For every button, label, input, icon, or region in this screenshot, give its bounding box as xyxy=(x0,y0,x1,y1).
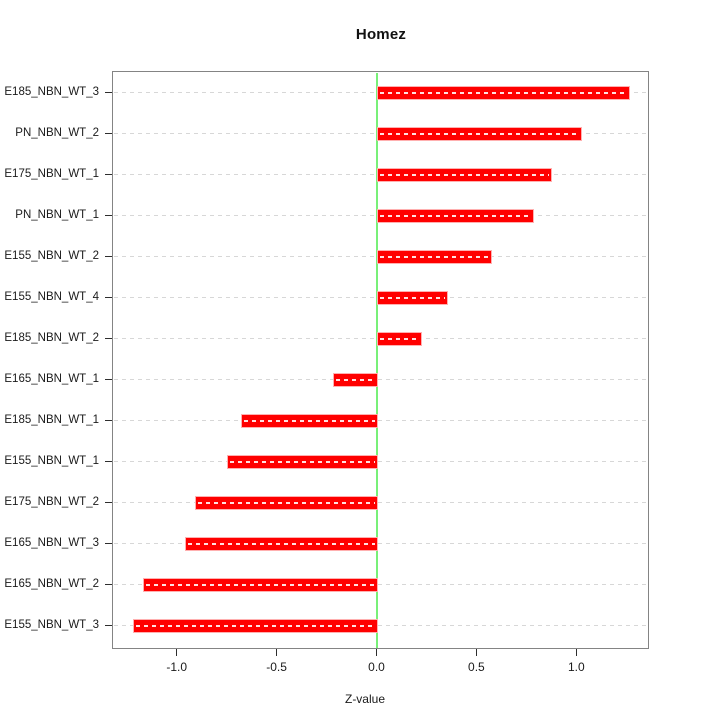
x-tick-mark xyxy=(276,649,278,656)
y-tick-mark xyxy=(105,215,112,217)
y-category-label: E175_NBN_WT_2 xyxy=(4,495,99,508)
value-bar xyxy=(376,331,423,346)
bar-inner-dash xyxy=(379,255,490,258)
row-gridline xyxy=(114,502,647,503)
bar-inner-dash xyxy=(243,419,376,422)
y-category-label: E185_NBN_WT_3 xyxy=(4,85,99,98)
y-tick-mark xyxy=(105,502,112,504)
bar-inner-dash xyxy=(335,378,376,381)
chart-title: Homez xyxy=(355,26,407,43)
bar-inner-dash xyxy=(379,173,550,176)
y-tick-mark xyxy=(105,379,112,381)
value-bar xyxy=(376,249,493,264)
value-bar xyxy=(376,167,553,182)
y-tick-mark xyxy=(105,338,112,340)
bar-inner-dash xyxy=(379,296,446,299)
x-tick-label: -0.5 xyxy=(266,660,287,674)
y-tick-mark xyxy=(105,625,112,627)
bar-inner-dash xyxy=(379,132,580,135)
x-tick-mark xyxy=(375,649,378,656)
bar-inner-dash xyxy=(229,460,376,463)
y-category-label: E185_NBN_WT_2 xyxy=(4,331,99,344)
value-bar xyxy=(240,413,379,428)
y-category-label: E155_NBN_WT_2 xyxy=(4,249,99,262)
y-category-label: E155_NBN_WT_3 xyxy=(4,618,99,631)
y-category-label: PN_NBN_WT_2 xyxy=(15,126,99,139)
value-bar xyxy=(132,618,379,633)
y-category-label: E165_NBN_WT_3 xyxy=(4,536,99,549)
value-bar xyxy=(142,577,379,592)
value-bar xyxy=(376,85,631,100)
y-category-label: E175_NBN_WT_1 xyxy=(4,167,99,180)
bar-inner-dash xyxy=(379,337,420,340)
row-gridline xyxy=(114,379,647,380)
bar-inner-dash xyxy=(145,583,376,586)
y-tick-mark xyxy=(105,174,112,176)
y-tick-mark xyxy=(105,256,112,258)
x-tick-mark xyxy=(475,649,477,656)
value-bar xyxy=(226,454,379,469)
x-tick-label: -1.0 xyxy=(166,660,188,674)
row-gridline xyxy=(114,420,647,421)
zero-line xyxy=(375,72,378,648)
value-bar xyxy=(184,536,379,551)
row-gridline xyxy=(114,543,647,544)
y-category-label: E165_NBN_WT_2 xyxy=(4,577,99,590)
value-bar xyxy=(376,208,535,223)
row-gridline xyxy=(114,461,647,462)
y-tick-mark xyxy=(105,133,112,135)
value-bar xyxy=(376,290,449,305)
y-category-label: PN_NBN_WT_1 xyxy=(15,208,99,221)
y-tick-mark xyxy=(105,92,112,94)
y-category-label: E155_NBN_WT_1 xyxy=(4,454,99,467)
x-axis-label: Z-value xyxy=(344,692,385,706)
x-tick-mark xyxy=(176,649,178,656)
y-category-label: E185_NBN_WT_1 xyxy=(4,413,99,426)
value-bar xyxy=(194,495,379,510)
y-tick-mark xyxy=(105,297,112,299)
x-tick-label: 0.0 xyxy=(368,660,385,674)
bar-inner-dash xyxy=(187,542,376,545)
value-bar xyxy=(376,126,583,141)
y-tick-mark xyxy=(105,543,112,545)
bar-inner-dash xyxy=(197,501,376,504)
bar-inner-dash xyxy=(135,624,376,627)
y-category-label: E165_NBN_WT_1 xyxy=(4,372,99,385)
y-category-label: E155_NBN_WT_4 xyxy=(4,290,99,303)
bar-inner-dash xyxy=(379,91,628,94)
x-tick-label: 0.5 xyxy=(468,660,485,674)
y-tick-mark xyxy=(105,461,112,463)
row-gridline xyxy=(114,625,647,626)
value-bar xyxy=(332,372,379,387)
row-gridline xyxy=(114,584,647,585)
y-tick-mark xyxy=(105,584,112,586)
y-tick-mark xyxy=(105,420,112,422)
x-tick-mark xyxy=(575,649,577,656)
x-tick-label: 1.0 xyxy=(567,660,585,674)
bar-inner-dash xyxy=(379,214,532,217)
